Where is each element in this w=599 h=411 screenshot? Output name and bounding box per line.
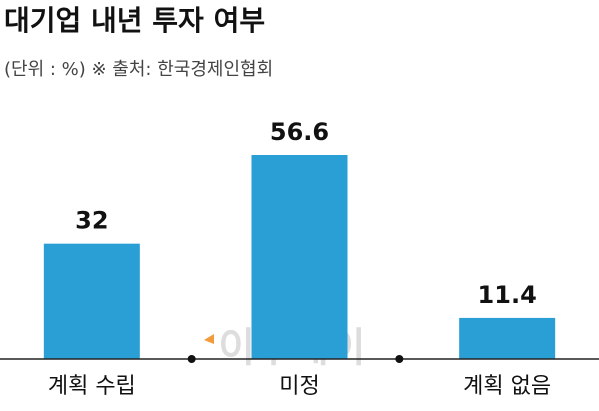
value-label: 56.6 <box>270 118 329 146</box>
bar <box>43 243 140 359</box>
value-label: 11.4 <box>478 281 537 309</box>
value-label: 32 <box>75 207 108 235</box>
bar <box>251 155 348 359</box>
bar <box>459 317 556 359</box>
x-tick-label: 계획 없음 <box>463 374 551 399</box>
watermark-icon <box>204 334 214 344</box>
separator-dot <box>395 355 404 363</box>
chart-title: 대기업 내년 투자 여부 <box>4 4 265 37</box>
chart-subtitle: (단위 : %) ※ 출처: 한국경제인협회 <box>4 59 273 80</box>
x-tick-label: 미정 <box>279 374 319 399</box>
x-tick-label: 계획 수립 <box>48 374 136 399</box>
separator-dot <box>187 355 196 363</box>
